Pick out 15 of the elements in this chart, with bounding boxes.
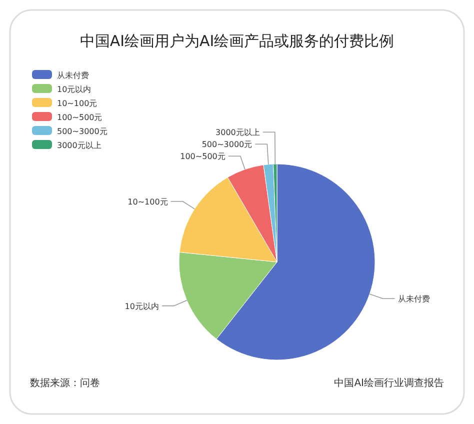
text: 中国AI绘画行业调查报告	[334, 377, 444, 389]
slice-label: 3000元以上	[216, 128, 260, 138]
legend-label: 3000元以上	[57, 141, 102, 150]
legend-label: 100~500元	[57, 113, 102, 122]
slice-label: 从未付费	[398, 294, 430, 304]
slice-label: 10元以内	[124, 302, 159, 311]
slice-label: 100~500元	[180, 152, 226, 162]
source-note: 数据来源：问卷	[30, 377, 100, 389]
legend-label: 500~3000元	[57, 127, 108, 136]
legend-label: 10~100元	[57, 99, 98, 108]
chart-title: 中国AI绘画用户为AI绘画产品或服务的付费比例	[80, 32, 394, 50]
legend-label: 10元以内	[57, 85, 92, 94]
slice-label: 500~3000元	[202, 140, 252, 150]
slice-label: 10~100元	[128, 197, 168, 206]
legend-label: 从未付费	[57, 71, 89, 80]
